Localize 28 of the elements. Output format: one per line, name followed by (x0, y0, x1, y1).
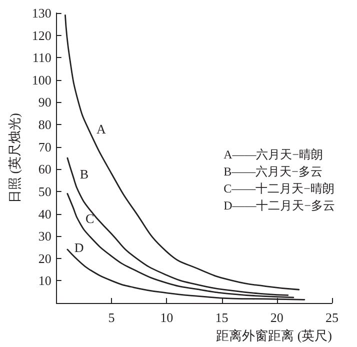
x-tick-label: 15 (215, 310, 228, 325)
y-tick-label: 50 (38, 184, 52, 199)
annotation: A——六月天−晴朗 (224, 148, 324, 162)
x-tick-label: 25 (326, 310, 338, 325)
y-tick-label: 30 (38, 228, 52, 244)
x-axis-title: 距离外窗距离 (英尺) (216, 328, 332, 343)
y-tick-label: 120 (32, 28, 52, 43)
x-tick-label: 20 (270, 310, 284, 325)
y-tick-label: 100 (32, 72, 52, 88)
y-tick-label: 110 (32, 50, 52, 66)
x-tick-label: 10 (160, 310, 174, 325)
y-tick-label: 90 (38, 94, 52, 110)
y-axis-title: 日照 (英尺烛光) (7, 113, 22, 203)
y-tick-label: 40 (38, 206, 52, 222)
annotation: B (80, 166, 89, 182)
y-tick-label: 70 (38, 139, 52, 154)
y-tick-label: 80 (38, 117, 52, 132)
annotation: A (96, 122, 106, 137)
annotation: B——六月天−多云 (224, 164, 322, 178)
annotation: C——十二月天−晴朗 (224, 182, 334, 196)
annotation: C (85, 210, 94, 226)
x-tick-label: 5 (108, 310, 115, 325)
y-tick-label: 10 (38, 273, 52, 288)
annotation: D——十二月天−多云 (224, 198, 336, 212)
y-tick-label: 130 (32, 6, 52, 20)
annotation: D (74, 240, 84, 255)
y-tick-label: 20 (38, 250, 52, 266)
y-tick-label: 60 (38, 162, 52, 177)
